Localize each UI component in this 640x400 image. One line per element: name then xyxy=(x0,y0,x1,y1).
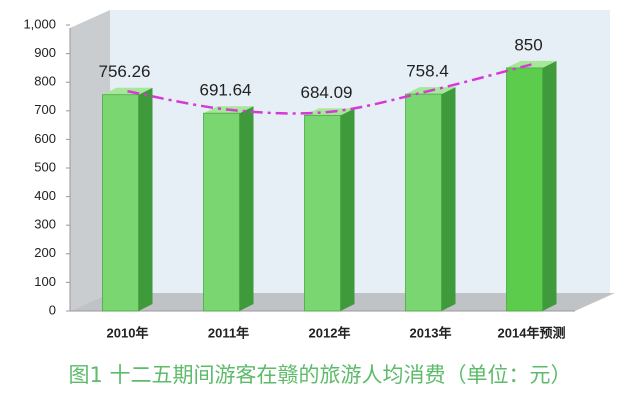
bar-side xyxy=(239,106,254,311)
bar xyxy=(102,94,139,312)
y-tick-label: 400 xyxy=(34,188,56,203)
x-tick-label: 2010年 xyxy=(107,325,149,340)
data-label: 756.26 xyxy=(99,62,151,81)
y-tick-label: 800 xyxy=(34,74,56,89)
y-tick-label: 900 xyxy=(34,45,56,60)
y-tick-label: 1,000 xyxy=(23,16,56,31)
data-label: 691.64 xyxy=(200,81,252,100)
bar xyxy=(304,114,341,312)
data-label: 850 xyxy=(514,35,542,54)
data-label: 684.09 xyxy=(301,83,353,102)
trend-line xyxy=(127,63,532,115)
y-tick-label: 600 xyxy=(34,131,56,146)
x-tick-label: 2014年预测 xyxy=(498,325,566,340)
y-tick-label: 0 xyxy=(49,302,56,317)
y-tick-label: 500 xyxy=(34,159,56,174)
bar-side xyxy=(340,108,355,312)
bar-side xyxy=(441,87,456,312)
bar-side xyxy=(138,87,153,311)
bar xyxy=(506,67,543,312)
bar xyxy=(203,112,240,312)
x-tick-label: 2012年 xyxy=(309,325,351,340)
y-tick-label: 300 xyxy=(34,217,56,232)
x-tick-label: 2011年 xyxy=(208,325,249,340)
y-tick-label: 100 xyxy=(34,274,56,289)
bar xyxy=(405,93,442,312)
data-label: 758.4 xyxy=(406,62,449,81)
side-wall xyxy=(70,10,110,311)
y-tick-label: 200 xyxy=(34,245,56,260)
x-tick-label: 2013年 xyxy=(410,325,452,340)
y-tick-label: 700 xyxy=(34,102,56,117)
chart-title: 图1 十二五期间游客在赣的旅游人均消费（单位：元） xyxy=(68,363,571,387)
bar-side xyxy=(542,60,557,312)
